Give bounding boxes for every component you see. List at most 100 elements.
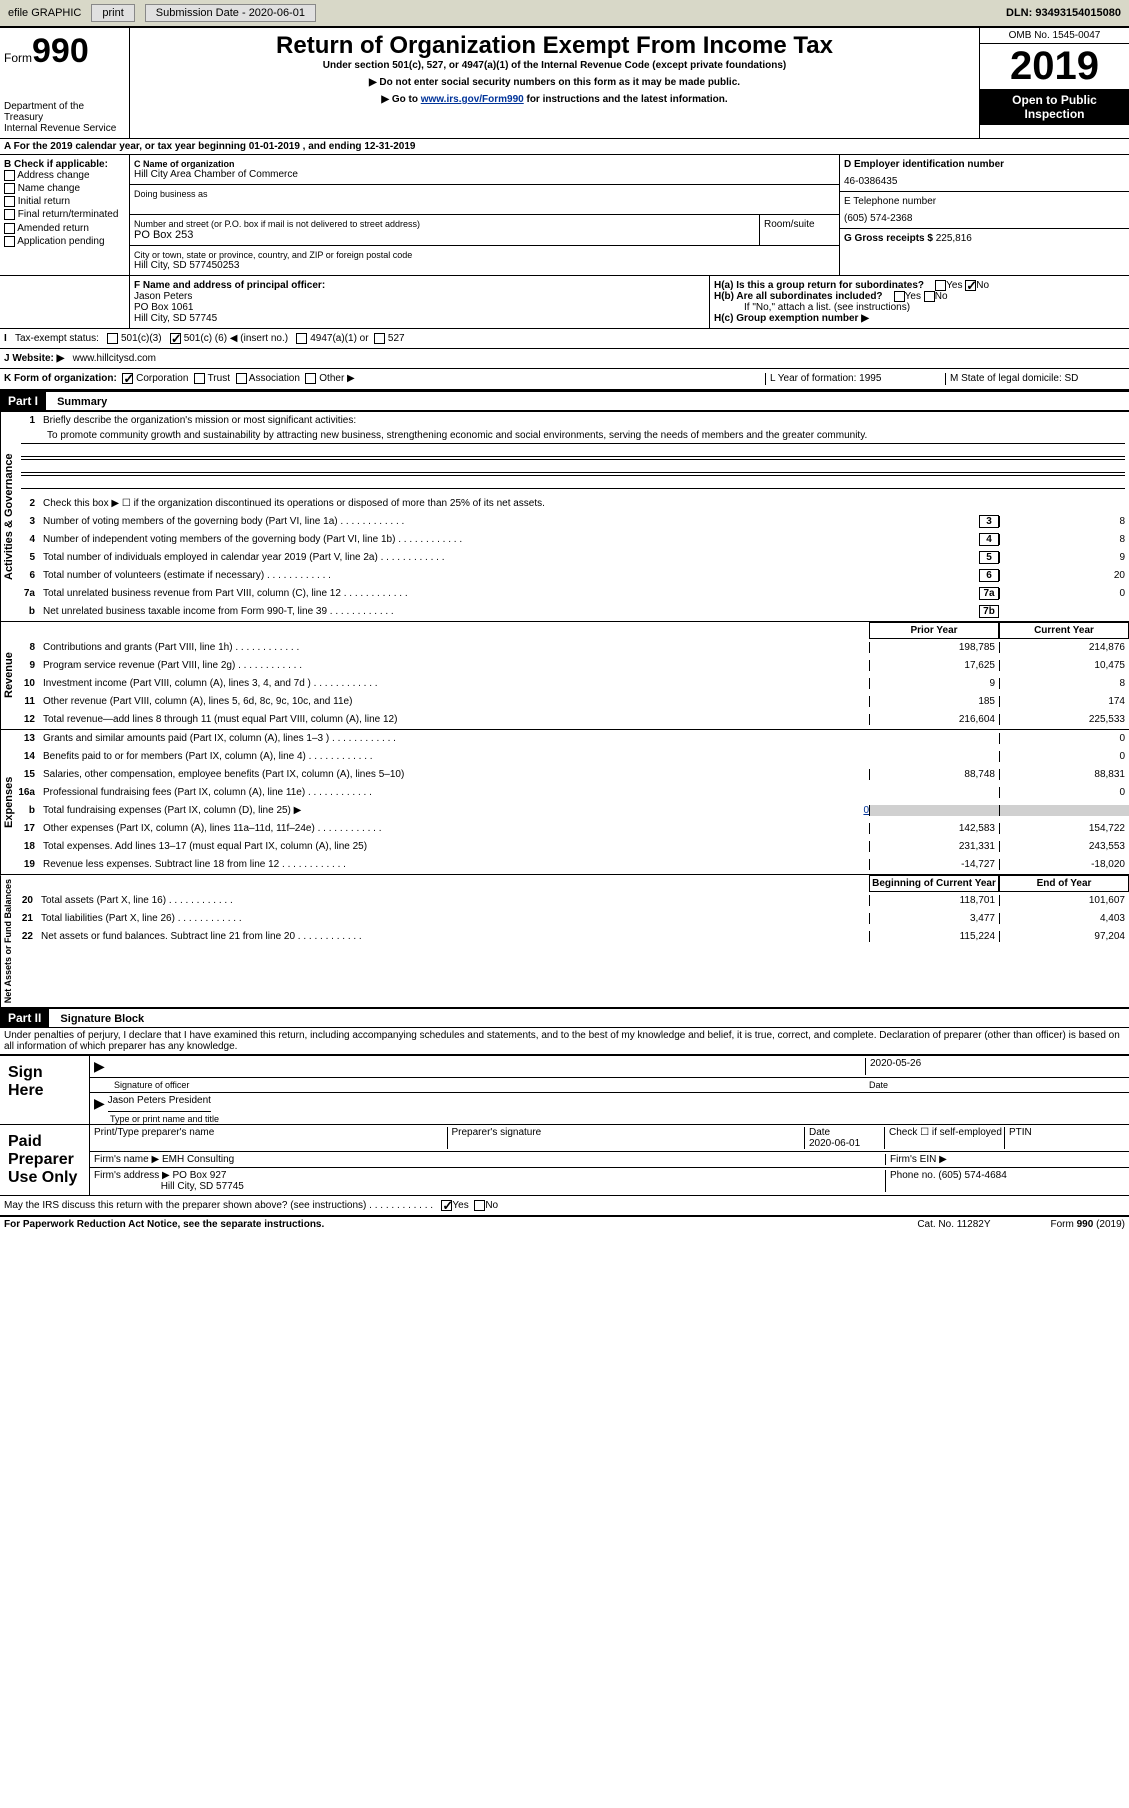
corp-cb[interactable] xyxy=(122,373,133,384)
sign-here-label: Sign Here xyxy=(0,1056,90,1124)
col-c: C Name of organization Hill City Area Ch… xyxy=(130,155,839,275)
f-name: Jason Peters xyxy=(134,291,705,302)
website-row: J Website: ▶ www.hillcitysd.com xyxy=(0,349,1129,369)
mission-line1 xyxy=(21,443,1125,457)
paperwork: For Paperwork Reduction Act Notice, see … xyxy=(4,1219,324,1230)
hb-label: H(b) Are all subordinates included? xyxy=(714,291,883,302)
col-b: B Check if applicable: Address change Na… xyxy=(0,155,130,275)
top-bar: efile GRAPHIC print Submission Date - 20… xyxy=(0,0,1129,26)
gross: 225,816 xyxy=(936,233,972,244)
tel-label: E Telephone number xyxy=(844,196,1125,207)
dba-label: Doing business as xyxy=(134,189,835,199)
ha-no[interactable] xyxy=(965,280,976,291)
hb-no[interactable] xyxy=(924,291,935,302)
netassets-section: Net Assets or Fund Balances Beginning of… xyxy=(0,874,1129,1007)
other-cb[interactable] xyxy=(305,373,316,384)
vlabel-exp: Expenses xyxy=(0,730,17,874)
tel: (605) 574-2368 xyxy=(844,213,1125,224)
hb-note: If "No," attach a list. (see instruction… xyxy=(714,302,1125,313)
b-title: B Check if applicable: xyxy=(4,159,125,170)
501c-cb[interactable] xyxy=(170,333,181,344)
header-left: Form990 Department of the Treasury Inter… xyxy=(0,28,130,138)
cat-no: Cat. No. 11282Y xyxy=(917,1219,990,1230)
mission-line3 xyxy=(21,475,1125,489)
paid-label: Paid Preparer Use Only xyxy=(0,1125,90,1195)
dept1: Department of the Treasury xyxy=(4,101,125,123)
penalty-text: Under penalties of perjury, I declare th… xyxy=(0,1028,1129,1054)
f-label: F Name and address of principal officer: xyxy=(134,280,705,291)
form-title: Return of Organization Exempt From Incom… xyxy=(134,32,975,60)
4947-cb[interactable] xyxy=(296,333,307,344)
street: PO Box 253 xyxy=(134,229,755,241)
sig-date: 2020-05-26 xyxy=(865,1058,1125,1075)
501c3-cb[interactable] xyxy=(107,333,118,344)
ha-label: H(a) Is this a group return for subordin… xyxy=(714,280,924,291)
vlabel-net: Net Assets or Fund Balances xyxy=(0,875,15,1007)
arrow-icon: ▶ xyxy=(94,1095,105,1112)
addr-checkbox[interactable] xyxy=(4,170,15,181)
final-checkbox[interactable] xyxy=(4,209,15,220)
header-mid: Return of Organization Exempt From Incom… xyxy=(130,28,979,138)
org-name: Hill City Area Chamber of Commerce xyxy=(134,169,835,180)
discuss-row: May the IRS discuss this return with the… xyxy=(0,1196,1129,1216)
hb-yes[interactable] xyxy=(894,291,905,302)
city: Hill City, SD 577450253 xyxy=(134,260,835,271)
tax-status-row: I Tax-exempt status: 501(c)(3) 501(c) (6… xyxy=(0,329,1129,349)
tax-year: 2019 xyxy=(980,44,1129,89)
mission-text: To promote community growth and sustaina… xyxy=(17,430,1129,441)
print-button[interactable]: print xyxy=(91,4,134,22)
year-formation: L Year of formation: 1995 xyxy=(765,373,945,384)
app-checkbox[interactable] xyxy=(4,236,15,247)
website-url: www.hillcitysd.com xyxy=(73,353,156,364)
amend-checkbox[interactable] xyxy=(4,223,15,234)
f-addr1: PO Box 1061 xyxy=(134,302,705,313)
form-number: 990 xyxy=(32,32,89,70)
section-a: A For the 2019 calendar year, or tax yea… xyxy=(0,139,1129,155)
ha-yes[interactable] xyxy=(935,280,946,291)
city-label: City or town, state or province, country… xyxy=(134,250,835,260)
mission-line2 xyxy=(21,459,1125,473)
officer-name: Jason Peters President xyxy=(108,1095,211,1112)
name-checkbox[interactable] xyxy=(4,183,15,194)
gross-label: G Gross receipts $ xyxy=(844,233,933,244)
trust-cb[interactable] xyxy=(194,373,205,384)
discuss-no[interactable] xyxy=(474,1200,485,1211)
discuss-yes[interactable] xyxy=(441,1200,452,1211)
form-header: Form990 Department of the Treasury Inter… xyxy=(0,26,1129,139)
row-k: K Form of organization: Corporation Trus… xyxy=(0,369,1129,389)
subtitle: Under section 501(c), 527, or 4947(a)(1)… xyxy=(134,60,975,71)
assoc-cb[interactable] xyxy=(236,373,247,384)
part1-header: Part I Summary xyxy=(0,390,1129,411)
f-addr2: Hill City, SD 57745 xyxy=(134,313,705,324)
arrow-icon: ▶ xyxy=(94,1058,105,1074)
efile-label: efile GRAPHIC xyxy=(8,7,81,19)
paid-preparer-block: Paid Preparer Use Only Print/Type prepar… xyxy=(0,1125,1129,1196)
footer: For Paperwork Reduction Act Notice, see … xyxy=(0,1216,1129,1232)
527-cb[interactable] xyxy=(374,333,385,344)
init-checkbox[interactable] xyxy=(4,196,15,207)
row-f: F Name and address of principal officer:… xyxy=(0,276,1129,329)
form-label: Form xyxy=(4,51,32,65)
form-ref: Form 990 (2019) xyxy=(1051,1219,1125,1230)
subdate-button[interactable]: Submission Date - 2020-06-01 xyxy=(145,4,316,22)
dln-label: DLN: 93493154015080 xyxy=(1006,7,1121,19)
state-domicile: M State of legal domicile: SD xyxy=(945,373,1125,384)
street-label: Number and street (or P.O. box if mail i… xyxy=(134,219,755,229)
expenses-section: Expenses 13Grants and similar amounts pa… xyxy=(0,729,1129,874)
omb: OMB No. 1545-0047 xyxy=(980,28,1129,44)
sign-here-block: Sign Here ▶ 2020-05-26 Signature of offi… xyxy=(0,1054,1129,1125)
note2: ▶ Go to www.irs.gov/Form990 for instruct… xyxy=(134,94,975,105)
c-label: C Name of organization xyxy=(134,159,835,169)
vlabel-gov: Activities & Governance xyxy=(0,412,17,621)
room-label: Room/suite xyxy=(759,215,839,245)
header-right: OMB No. 1545-0047 2019 Open to Public In… xyxy=(979,28,1129,138)
info-grid: B Check if applicable: Address change Na… xyxy=(0,155,1129,276)
dept2: Internal Revenue Service xyxy=(4,123,125,134)
vlabel-rev: Revenue xyxy=(0,622,17,729)
col-d: D Employer identification number 46-0386… xyxy=(839,155,1129,275)
irs-link[interactable]: www.irs.gov/Form990 xyxy=(421,94,524,105)
activities-governance: Activities & Governance 1Briefly describ… xyxy=(0,411,1129,621)
part2-header: Part II Signature Block xyxy=(0,1007,1129,1028)
revenue-section: Revenue Prior YearCurrent Year 8Contribu… xyxy=(0,621,1129,729)
public-inspection: Open to Public Inspection xyxy=(980,89,1129,125)
